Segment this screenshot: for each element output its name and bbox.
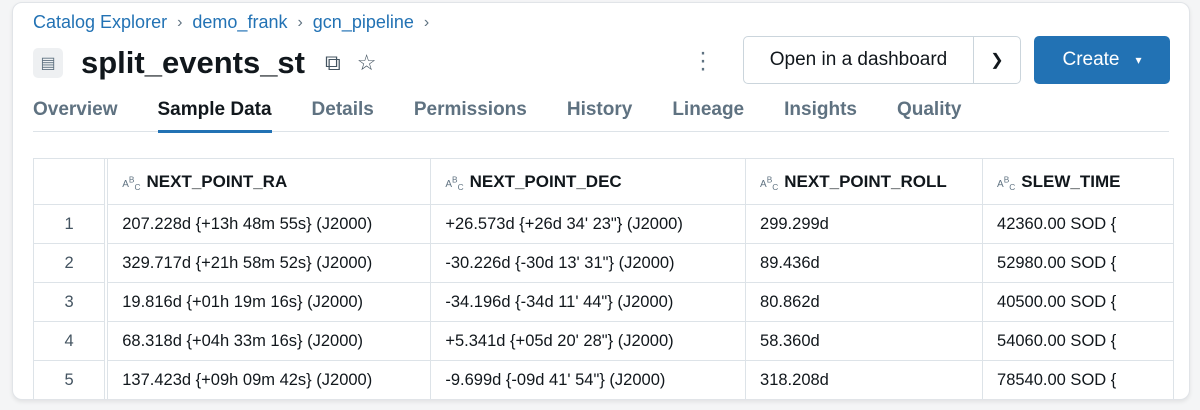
tab-permissions[interactable]: Permissions (413, 99, 527, 120)
table-cell: 137.423d {+09h 09m 42s} (J2000) (106, 360, 432, 399)
table-cell: 80.862d (745, 282, 984, 322)
tab-bar: Overview Sample Data Details Permissions His… (33, 99, 1169, 133)
row-index: 4 (34, 321, 109, 361)
table-row: 4 68.318d {+04h 33m 16s} (J2000) +5.341d {… (34, 321, 1174, 361)
chevron-down-icon[interactable]: ❯ (990, 52, 1004, 69)
row-index-header (34, 159, 109, 205)
tab-overview[interactable]: Overview (33, 99, 118, 120)
tab-insights[interactable]: Insights (784, 99, 857, 120)
create-button[interactable]: Create ▾ (1034, 36, 1170, 84)
table-cell: -9.699d {-09d 41' 54"} (J2000) (430, 360, 747, 399)
column-header-label: SLEW_TIME (1021, 171, 1121, 191)
string-type-icon: ABC (760, 174, 779, 192)
create-label: Create (1062, 49, 1120, 70)
table-cell: +26.573d {+26d 34' 23"} (J2000) (430, 204, 747, 244)
row-index: 5 (34, 360, 109, 399)
table-cell: +5.341d {+05d 20' 28"} (J2000) (430, 321, 747, 361)
table-cell: 58.360d (745, 321, 984, 361)
table-cell: 329.717d {+21h 58m 52s} (J2000) (106, 243, 432, 283)
kebab-menu-icon[interactable]: · · · (699, 39, 707, 82)
row-index: 1 (34, 204, 109, 244)
tab-history[interactable]: History (566, 99, 633, 120)
row-index: 2 (34, 243, 109, 283)
column-header-label: NEXT_POINT_RA (146, 171, 288, 191)
column-header-label: NEXT_POINT_DEC (469, 171, 622, 191)
chevron-down-icon: ▾ (1135, 53, 1142, 67)
table-cell: 68.318d {+04h 33m 16s} (J2000) (106, 321, 432, 361)
column-header[interactable]: ABC NEXT_POINT_ROLL (745, 159, 984, 205)
table-cell: 42360.00 SOD { (982, 204, 1174, 244)
table-row: 5 137.423d {+09h 09m 42s} (J2000) -9.699d … (34, 360, 1174, 399)
table-cell: 19.816d {+01h 19m 16s} (J2000) (106, 282, 432, 322)
row-index: 3 (34, 282, 109, 322)
tab-quality[interactable]: Quality (896, 99, 962, 120)
table-cell: 207.228d {+13h 48m 55s} (J2000) (106, 204, 432, 244)
table-cell: 78540.00 SOD { (982, 360, 1174, 399)
tab-details[interactable]: Details (311, 99, 374, 120)
chevron-right-icon: › (297, 13, 303, 31)
breadcrumb: Catalog Explorer › demo_frank › gcn_pipe… (33, 12, 429, 33)
string-type-icon: ABC (122, 174, 141, 192)
string-type-icon: ABC (997, 174, 1016, 192)
tab-lineage[interactable]: Lineage (672, 99, 745, 120)
breadcrumb-catalog[interactable]: demo_frank (192, 12, 288, 32)
column-header[interactable]: ABC SLEW_TIME (982, 159, 1174, 205)
table-cell: -34.196d {-34d 11' 44"} (J2000) (430, 282, 747, 322)
table-detail-panel: Catalog Explorer › demo_frank › gcn_pipe… (12, 2, 1190, 400)
table-cell: 52980.00 SOD { (982, 243, 1174, 283)
column-header[interactable]: ABC NEXT_POINT_DEC (430, 159, 747, 205)
breadcrumb-catalog-explorer[interactable]: Catalog Explorer (33, 12, 168, 32)
sample-data-table: ABC NEXT_POINT_RA ABC NEXT_POINT_DEC ABC NEXT… (33, 158, 1174, 399)
table-cell: 40500.00 SOD { (982, 282, 1174, 322)
table-row: 2 329.717d {+21h 58m 52s} (J2000) -30.226d… (34, 243, 1174, 283)
breadcrumb-schema[interactable]: gcn_pipeline (312, 12, 414, 32)
table-cell: -30.226d {-30d 13' 31"} (J2000) (430, 243, 747, 283)
chevron-right-icon: › (177, 13, 183, 31)
star-icon[interactable]: ☆ (356, 50, 377, 75)
page-title: split_events_st (81, 45, 305, 80)
table-row: 1 207.228d {+13h 48m 55s} (J2000) +26.573d… (34, 204, 1174, 244)
open-dashboard-button[interactable]: Open in a dashboard (744, 37, 974, 83)
copy-icon[interactable]: ⧉ (325, 50, 341, 75)
string-type-icon: ABC (445, 174, 464, 192)
streaming-table-icon: ▤ (33, 48, 63, 78)
tab-sample-data[interactable]: Sample Data (157, 99, 272, 133)
table-cell: 54060.00 SOD { (982, 321, 1174, 361)
table-row: 3 19.816d {+01h 19m 16s} (J2000) -34.196d … (34, 282, 1174, 322)
chevron-right-icon: › (423, 13, 430, 31)
open-dashboard-split-button: Open in a dashboard ❯ (743, 36, 1021, 84)
column-header[interactable]: ABC NEXT_POINT_RA (106, 159, 432, 205)
table-cell: 318.208d (745, 360, 984, 399)
column-header-label: NEXT_POINT_ROLL (784, 171, 947, 191)
table-cell: 299.299d (745, 204, 984, 244)
table-cell: 89.436d (745, 243, 984, 283)
